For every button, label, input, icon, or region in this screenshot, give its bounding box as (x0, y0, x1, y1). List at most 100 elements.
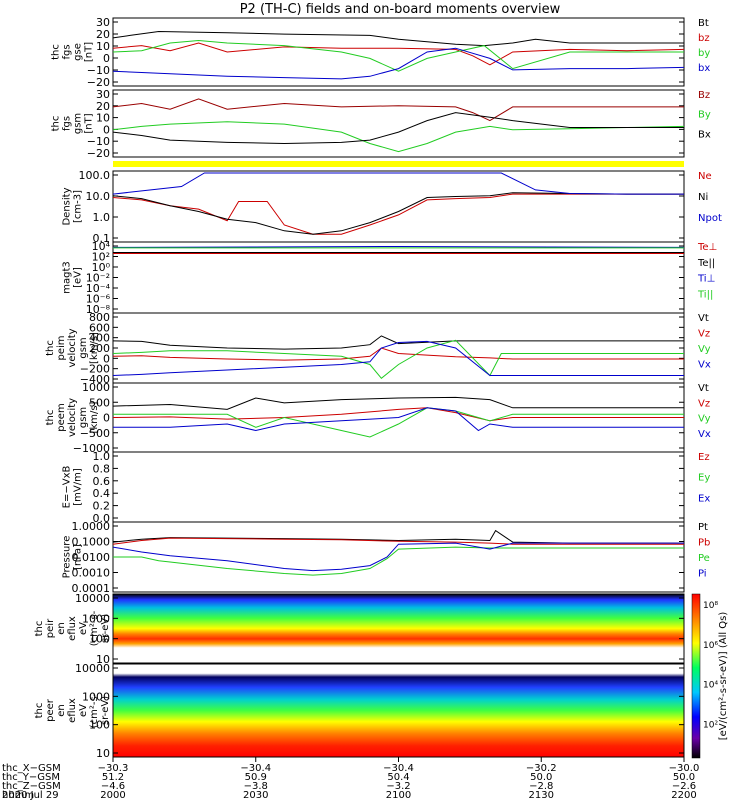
y-tick-label: −400 (80, 373, 110, 386)
y-tick-label: 10 (96, 747, 110, 760)
panel-p7: 1.00.80.60.40.20.0 E=−VxB [mV/m] Ez Ey Ex (62, 450, 711, 525)
x-axis-value: 50.0 (673, 772, 695, 783)
legend-bx: bx (698, 63, 710, 74)
series-bz (112, 42, 685, 66)
legend-Pb: Pb (698, 538, 710, 549)
colorbar-label: [eV/(cm²-s-sr-eV)] (All Qs) (718, 612, 729, 741)
legend-Ex: Ex (698, 493, 710, 504)
x-axis-value: −2.6 (672, 781, 696, 792)
series-Pb (112, 537, 684, 545)
y-tick-label: −10 (87, 135, 110, 148)
y-axis-label: peer (45, 698, 56, 722)
colorbar-tick: 10⁸ (703, 601, 718, 611)
y-tick-label: −500 (80, 427, 110, 440)
y-axis-label: fgs (62, 116, 73, 131)
y-axis-label: (cm²-s- (89, 692, 100, 728)
y-axis-label: [cm-3] (73, 190, 84, 223)
y-tick-label: 0 (103, 352, 110, 365)
quality-flag-bar (113, 161, 684, 167)
y-axis-label: eflux (67, 616, 78, 641)
y-tick-label: 10.0 (86, 190, 111, 203)
y-axis-label: (cm²-s- (89, 610, 100, 646)
y-tick-label: 10 (96, 653, 110, 666)
colorbar-tick: 10² (703, 720, 718, 730)
spectrogram-p10 (113, 664, 684, 757)
y-axis-label: velocity (67, 328, 78, 367)
y-axis-label: Pressure (62, 536, 73, 579)
legend-Bt: Bt (698, 18, 709, 29)
x-axis-value: −2.8 (529, 781, 553, 792)
x-axis-row-label: thc_Z−GSM (2, 781, 61, 792)
legend-Vy: Vy (698, 414, 711, 425)
legend-Pi: Pi (698, 569, 707, 580)
series-Pe (113, 546, 684, 576)
y-axis-label: peir (45, 618, 56, 638)
y-tick-label: 1.0 (93, 450, 111, 463)
legend-Ne: Ne (698, 171, 712, 182)
y-tick-label: 0 (103, 123, 110, 136)
y-axis-label: fgs (62, 44, 73, 59)
legend-Vx: Vx (698, 429, 711, 440)
x-axis-value: 2100 (386, 790, 411, 800)
y-tick-label: 10 (96, 40, 110, 53)
y-tick-label: 800 (89, 311, 110, 324)
x-axis-value: −3.8 (244, 781, 268, 792)
y-tick-label: 0.0010 (72, 567, 111, 580)
y-tick-label: 10⁰ (92, 261, 111, 274)
y-tick-label: 10 (96, 112, 110, 125)
legend-Te||: Te|| (697, 258, 715, 269)
series-Bz (112, 98, 684, 122)
y-tick-label: 0 (103, 412, 110, 425)
legend-Vy: Vy (698, 344, 711, 355)
y-tick-label: 10000 (75, 662, 110, 675)
panel-frame (112, 593, 685, 664)
y-tick-label: 0.2 (93, 500, 111, 513)
x-axis-row-label: thc_X−GSM (2, 763, 61, 774)
y-tick-label: −200 (80, 363, 110, 376)
y-tick-label: 10⁻⁴ (86, 282, 111, 295)
y-axis-label: E=−VxB (62, 466, 73, 509)
y-axis-label: eflux (67, 698, 78, 723)
y-axis-label: sr-eV) (100, 696, 111, 725)
y-tick-label: −10 (87, 64, 110, 77)
y-axis-label: [nT] (84, 42, 95, 62)
y-tick-label: 1.0 (93, 211, 111, 224)
y-tick-label: −20 (87, 147, 110, 160)
panel-frame (112, 170, 685, 243)
y-axis-label: gsm (73, 113, 84, 134)
series-Pi (112, 542, 684, 572)
legend-Vz: Vz (698, 398, 710, 409)
series-Vz (112, 347, 684, 361)
legend-Bz: Bz (698, 90, 710, 101)
x-axis-value: 50.4 (387, 772, 409, 783)
x-axis-value: −3.2 (386, 781, 410, 792)
legend-Te⊥: Te⊥ (697, 242, 717, 253)
y-axis-label: Density (62, 187, 73, 225)
legend-Npot: Npot (698, 213, 722, 224)
chart-title: P2 (TH-C) fields and on-board moments ov… (240, 2, 561, 17)
y-axis-label: thc (34, 703, 45, 719)
series-Ni (112, 192, 684, 235)
panel-frame (112, 89, 685, 158)
y-tick-label: 200 (89, 342, 110, 355)
x-axis-value: 2130 (529, 790, 554, 800)
x-axis-value: −30.2 (526, 763, 557, 774)
series-By (112, 121, 685, 153)
legend-by: by (698, 48, 710, 59)
y-axis-label: gse (73, 43, 84, 61)
y-axis-label: magt3 (62, 261, 73, 294)
y-axis-label: [nPa] (73, 544, 84, 570)
series-Npot (112, 172, 684, 195)
x-axis-value: 50.0 (530, 772, 552, 783)
y-tick-label: 1000 (82, 690, 110, 703)
panel-p10: 10000 1000 100 10 thc peer en eflux eV (cm²-s-sr-… (34, 662, 685, 760)
y-axis-label: sr-eV) (100, 614, 111, 643)
y-axis-label: [mV/m] (73, 468, 84, 506)
x-axis-value: 51.2 (102, 772, 124, 783)
colorbar (691, 593, 701, 759)
